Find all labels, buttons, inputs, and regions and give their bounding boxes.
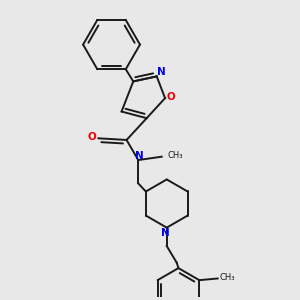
Text: O: O <box>167 92 175 102</box>
Text: N: N <box>135 151 144 161</box>
Text: O: O <box>88 132 97 142</box>
Text: CH₃: CH₃ <box>168 151 183 160</box>
Text: CH₃: CH₃ <box>219 273 235 282</box>
Text: N: N <box>157 68 165 77</box>
Text: N: N <box>161 228 170 238</box>
